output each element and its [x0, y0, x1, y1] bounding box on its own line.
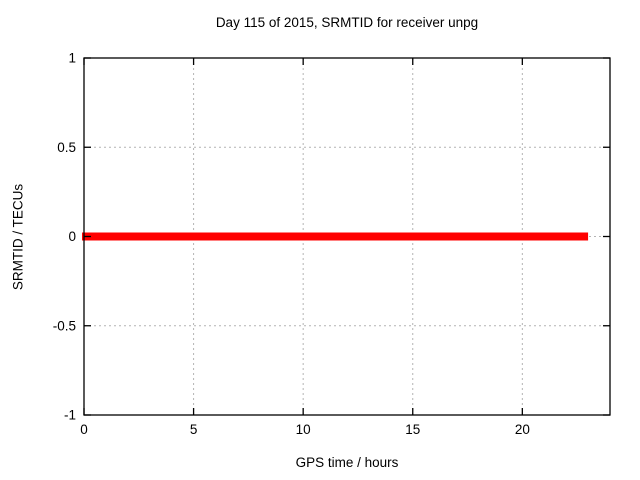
x-tick-label: 5: [190, 422, 198, 437]
chart-title: Day 115 of 2015, SRMTID for receiver unp…: [215, 15, 479, 30]
y-tick-label: 1: [68, 51, 76, 66]
x-tick-label: 0: [80, 422, 88, 437]
x-axis-label: GPS time / hours: [295, 455, 399, 470]
y-tick-label: -0.5: [53, 318, 76, 333]
y-tick-label: 0.5: [57, 140, 76, 155]
x-tick-label: 20: [515, 422, 530, 437]
x-tick-label: 15: [405, 422, 420, 437]
x-tick-label: 10: [296, 422, 311, 437]
y-tick-label: -1: [64, 408, 76, 423]
y-tick-label: 0: [68, 229, 76, 244]
